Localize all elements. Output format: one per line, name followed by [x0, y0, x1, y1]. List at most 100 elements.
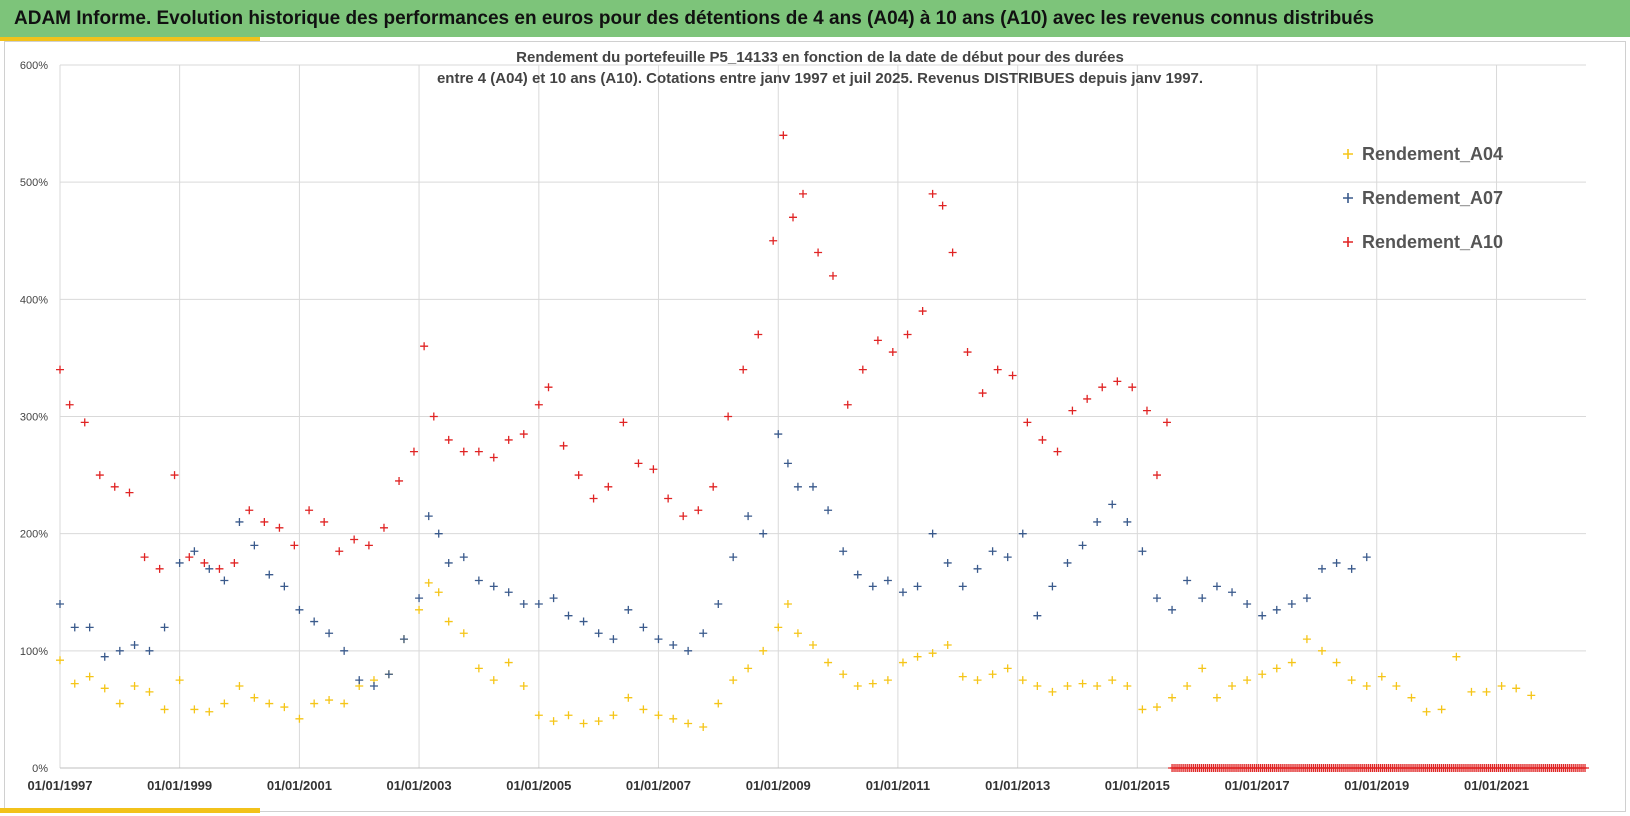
point-Rendement_A07 — [340, 646, 349, 655]
legend-label: Rendement_A10 — [1362, 232, 1503, 252]
point-Rendement_A10 — [429, 412, 438, 421]
point-Rendement_A04 — [1407, 693, 1416, 702]
point-Rendement_A10 — [1068, 406, 1077, 415]
chart-title: Rendement du portefeuille P5_14133 en fo… — [437, 49, 1203, 87]
point-Rendement_A04 — [519, 681, 528, 690]
point-Rendement_A07 — [913, 582, 922, 591]
point-Rendement_A10 — [534, 400, 543, 409]
point-Rendement_A10 — [649, 465, 658, 474]
point-Rendement_A04 — [624, 693, 633, 702]
point-Rendement_A10 — [200, 558, 209, 567]
point-Rendement_A10 — [828, 271, 837, 280]
point-Rendement_A07 — [654, 635, 663, 644]
point-Rendement_A07 — [100, 652, 109, 661]
point-Rendement_A10 — [739, 365, 748, 374]
point-Rendement_A04 — [1467, 687, 1476, 696]
point-Rendement_A10 — [1053, 447, 1062, 456]
point-Rendement_A10 — [709, 482, 718, 491]
point-Rendement_A04 — [774, 623, 783, 632]
point-Rendement_A04 — [783, 599, 792, 608]
point-Rendement_A07 — [1362, 553, 1371, 562]
point-Rendement_A10 — [724, 412, 733, 421]
point-Rendement_A04 — [1258, 670, 1267, 679]
point-Rendement_A07 — [1302, 594, 1311, 603]
point-Rendement_A07 — [504, 588, 513, 597]
point-Rendement_A07 — [444, 558, 453, 567]
point-Rendement_A10 — [679, 512, 688, 521]
point-Rendement_A07 — [160, 623, 169, 632]
point-Rendement_A10 — [604, 482, 613, 491]
point-Rendement_A07 — [250, 541, 259, 550]
point-Rendement_A04 — [714, 699, 723, 708]
point-Rendement_A04 — [295, 714, 304, 723]
point-Rendement_A04 — [70, 679, 79, 688]
point-Rendement_A10 — [155, 564, 164, 573]
point-Rendement_A07 — [1048, 582, 1057, 591]
point-Rendement_A07 — [1063, 558, 1072, 567]
point-Rendement_A04 — [534, 711, 543, 720]
point-Rendement_A04 — [145, 687, 154, 696]
point-Rendement_A04 — [594, 717, 603, 726]
point-Rendement_A04 — [699, 722, 708, 731]
series-Rendement_A04 — [56, 578, 1536, 731]
point-Rendement_A10 — [779, 131, 788, 140]
point-Rendement_A07 — [868, 582, 877, 591]
point-Rendement_A04 — [1048, 687, 1057, 696]
point-Rendement_A04 — [415, 605, 424, 614]
point-Rendement_A07 — [415, 594, 424, 603]
point-Rendement_A07 — [943, 558, 952, 567]
point-Rendement_A07 — [793, 482, 802, 491]
point-Rendement_A04 — [809, 640, 818, 649]
legend-item: Rendement_A07 — [1343, 188, 1503, 208]
point-Rendement_A10 — [1581, 764, 1590, 772]
chart-title-line-1: Rendement du portefeuille P5_14133 en fo… — [516, 49, 1124, 66]
point-Rendement_A07 — [280, 582, 289, 591]
y-axis-ticks: 0% 100% 200% 300% 400% 500% 600% — [20, 60, 48, 775]
point-Rendement_A04 — [1152, 703, 1161, 712]
y-tick-label: 500% — [20, 177, 48, 189]
point-Rendement_A04 — [85, 672, 94, 681]
point-Rendement_A07 — [714, 599, 723, 608]
point-Rendement_A04 — [1497, 681, 1506, 690]
point-Rendement_A10 — [1113, 377, 1122, 386]
point-Rendement_A10 — [789, 213, 798, 222]
point-Rendement_A07 — [549, 594, 558, 603]
accent-bar-top — [0, 37, 260, 41]
point-Rendement_A07 — [369, 681, 378, 690]
point-Rendement_A07 — [1198, 594, 1207, 603]
point-Rendement_A07 — [355, 676, 364, 685]
x-tick-label: 01/01/1997 — [27, 778, 92, 793]
y-tick-label: 300% — [20, 412, 48, 424]
point-Rendement_A07 — [1287, 599, 1296, 608]
point-Rendement_A10 — [544, 383, 553, 392]
point-Rendement_A07 — [684, 646, 693, 655]
x-tick-label: 01/01/2009 — [746, 778, 811, 793]
point-Rendement_A04 — [1512, 684, 1521, 693]
x-tick-label: 01/01/2007 — [626, 778, 691, 793]
point-Rendement_A04 — [654, 711, 663, 720]
point-Rendement_A07 — [474, 576, 483, 585]
point-Rendement_A10 — [170, 471, 179, 480]
point-Rendement_A10 — [843, 400, 852, 409]
point-Rendement_A07 — [883, 576, 892, 585]
x-tick-label: 01/01/2011 — [866, 778, 930, 793]
point-Rendement_A07 — [699, 629, 708, 638]
point-Rendement_A04 — [160, 705, 169, 714]
point-Rendement_A07 — [310, 617, 319, 626]
point-Rendement_A10 — [619, 418, 628, 427]
point-Rendement_A10 — [1128, 383, 1137, 392]
point-Rendement_A04 — [434, 588, 443, 597]
point-Rendement_A07 — [774, 430, 783, 439]
point-Rendement_A10 — [489, 453, 498, 462]
point-Rendement_A07 — [579, 617, 588, 626]
point-Rendement_A04 — [609, 711, 618, 720]
zero-band-Rendement_A10 — [1168, 764, 1590, 772]
point-Rendement_A07 — [534, 599, 543, 608]
point-Rendement_A04 — [1093, 681, 1102, 690]
chart-marks — [56, 131, 1590, 772]
point-Rendement_A10 — [574, 471, 583, 480]
point-Rendement_A04 — [1392, 681, 1401, 690]
point-Rendement_A10 — [350, 535, 359, 544]
point-Rendement_A04 — [868, 679, 877, 688]
point-Rendement_A04 — [958, 672, 967, 681]
